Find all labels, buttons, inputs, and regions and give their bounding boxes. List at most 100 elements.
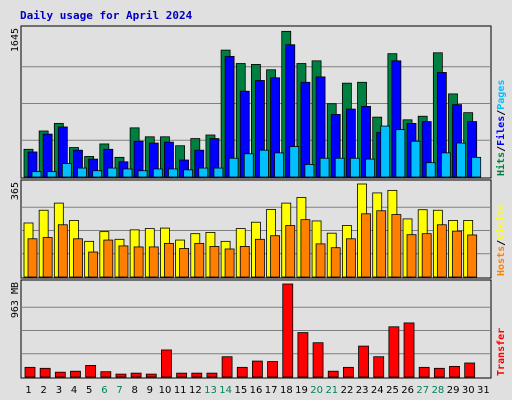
bar-hosts [224, 248, 235, 278]
bar-pages [380, 125, 391, 178]
series-pages [31, 125, 482, 178]
chart-title: Daily usage for April 2024 [20, 9, 193, 22]
bar-kbytes [433, 367, 445, 378]
bar-kbytes [115, 373, 127, 378]
bar-hosts [73, 238, 83, 278]
bar-pages [304, 164, 315, 178]
bar-pages [152, 168, 163, 178]
bar-pages [395, 129, 406, 178]
bar-hosts [376, 210, 387, 278]
legend-entry: / [496, 110, 507, 116]
bar-kbytes [312, 342, 324, 378]
bar-kbytes [267, 361, 278, 378]
bar-kbytes [342, 366, 354, 378]
side-legend: Transfer [496, 328, 507, 376]
bar-pages [61, 163, 72, 178]
bar-pages [31, 171, 42, 178]
bar-pages [289, 146, 300, 178]
bar-kbytes [252, 360, 263, 378]
bar-kbytes [464, 362, 476, 378]
legend-entry: Files [495, 116, 507, 146]
bar-files [42, 133, 53, 178]
bar-pages [92, 170, 103, 178]
bar-hosts [452, 230, 462, 278]
series-hosts [27, 210, 478, 278]
bar-kbytes [54, 371, 66, 378]
bar-kbytes [176, 372, 188, 378]
legend-entry: Pages [496, 80, 507, 110]
day-label: 20 [310, 385, 323, 396]
bar-hosts [239, 246, 250, 278]
bar-kbytes [39, 367, 51, 378]
bar-kbytes [24, 366, 36, 378]
bar-pages [319, 157, 330, 178]
bar-hosts [88, 251, 99, 278]
bar-pages [243, 153, 254, 178]
panel-hosts-visits: 365 Hosts/Visits [10, 179, 507, 279]
bar-hosts [42, 237, 53, 278]
bar-hosts [103, 239, 114, 278]
bar-pages [228, 157, 239, 178]
bar-hosts [467, 234, 478, 278]
bar-hosts [179, 248, 190, 278]
day-label: 23 [356, 385, 369, 396]
bar-kbytes [297, 332, 309, 378]
legend-entry: Hosts [496, 246, 507, 276]
bar-pages [122, 168, 133, 178]
legend-entry: Hits [495, 152, 507, 176]
bar-pages [425, 162, 436, 178]
bar-hosts [270, 235, 280, 278]
side-legend: Hits/Files/Pages [495, 80, 507, 176]
bar-kbytes [358, 345, 369, 378]
bar-kbytes [418, 366, 430, 378]
day-label: 3 [56, 385, 62, 396]
bar-kbytes [161, 349, 172, 378]
bar-pages [198, 167, 209, 178]
day-label: 30 [462, 385, 475, 396]
y-max-label: 963 MB [10, 282, 21, 318]
bar-pages [365, 158, 375, 178]
bar-kbytes [373, 356, 385, 378]
bar-hosts [57, 224, 68, 278]
day-label: 15 [234, 385, 247, 396]
bar-pages [471, 156, 482, 178]
day-axis: 1 2 3 4 5 6 7 8 9 10 11 12 13 14 15 16 17 18 19 20 21 22 23 24 2… [25, 385, 489, 396]
day-label: 13 [204, 385, 217, 396]
bar-hosts [148, 246, 159, 278]
bar-hosts [436, 224, 447, 278]
bar-kbytes [85, 365, 97, 378]
bar-hosts [421, 233, 432, 278]
day-label: 28 [432, 385, 445, 396]
day-label: 10 [159, 385, 172, 396]
bar-kbytes [70, 370, 81, 378]
day-label: 9 [147, 385, 153, 396]
day-label: 17 [265, 385, 278, 396]
bar-kbytes [403, 322, 415, 378]
bar-hosts [118, 245, 129, 278]
day-label: 19 [295, 385, 308, 396]
legend-entry: Transfer [496, 328, 507, 376]
day-label: 14 [219, 385, 232, 396]
bar-pages [349, 157, 360, 178]
bar-pages [213, 167, 224, 178]
day-label: 27 [416, 385, 429, 396]
bar-kbytes [145, 373, 157, 378]
y-max-label: 365 [10, 182, 21, 200]
day-label: 4 [71, 385, 77, 396]
bar-hosts [330, 247, 341, 278]
day-label: 8 [132, 385, 138, 396]
day-label: 26 [401, 385, 414, 396]
bar-hosts [345, 238, 356, 278]
bar-hosts [209, 246, 220, 278]
day-label: 5 [86, 385, 92, 396]
bar-hosts [406, 234, 417, 278]
bar-hosts [361, 213, 371, 278]
day-label: 1 [25, 385, 31, 396]
bar-hosts [194, 242, 205, 278]
side-legend: Hosts/Visits [495, 204, 507, 276]
day-label: 6 [101, 385, 107, 396]
bar-kbytes [100, 371, 112, 378]
bar-hosts [391, 214, 402, 278]
